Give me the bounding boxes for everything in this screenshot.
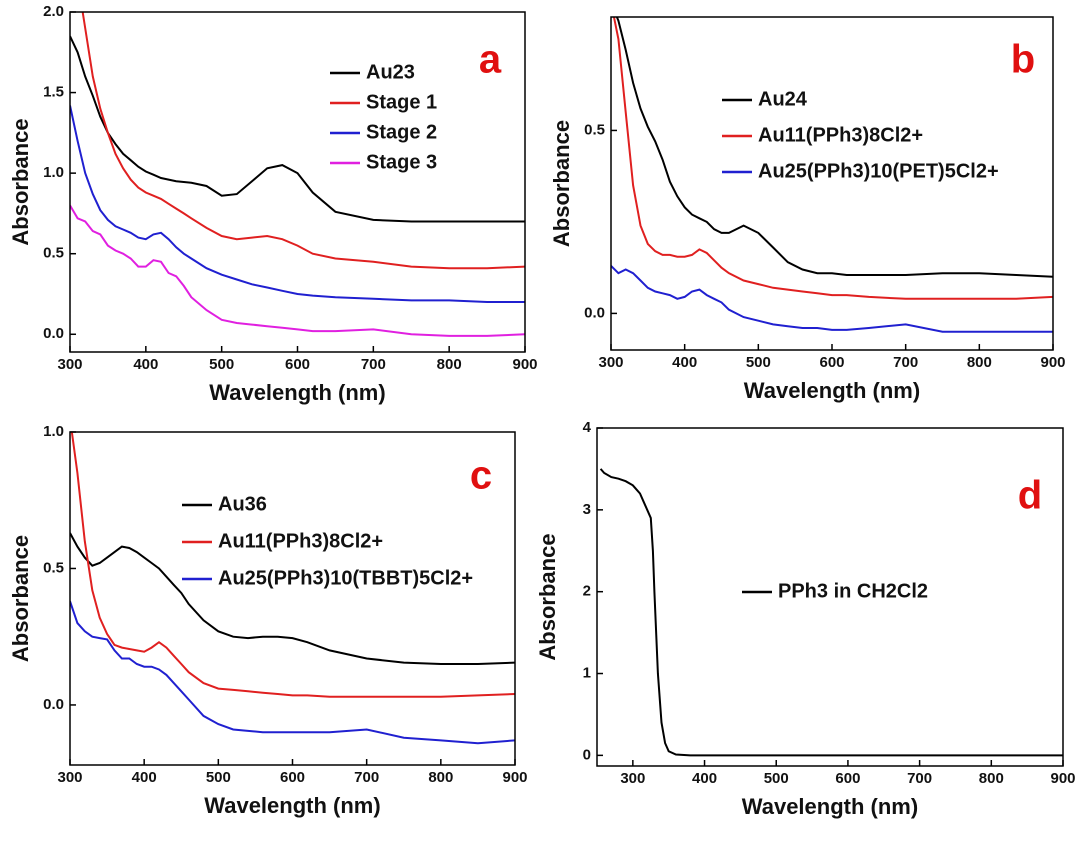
x-axis-label: Wavelength (nm): [742, 794, 918, 819]
plot-frame: [69, 11, 526, 353]
y-axis-label: Absorbance: [549, 120, 574, 247]
x-tick-label: 800: [967, 354, 992, 371]
y-tick-label: 0.0: [43, 325, 64, 342]
y-tick-label: 0.0: [584, 304, 605, 321]
legend-label: Stage 1: [366, 91, 437, 113]
series-line: [81, 12, 525, 270]
x-tick-label: 600: [835, 770, 860, 787]
x-tick-label: 900: [512, 356, 537, 373]
legend-label: Au24: [758, 88, 808, 110]
y-axis-label: Absorbance: [8, 535, 33, 662]
series-line: [70, 600, 515, 745]
y-tick-label: 2: [583, 583, 591, 600]
panel-letter: c: [470, 454, 492, 498]
y-tick-label: 0.0: [43, 696, 64, 713]
series-line: [70, 432, 515, 698]
x-tick-label: 400: [692, 770, 717, 787]
x-tick-label: 400: [672, 354, 697, 371]
plot-frame: [596, 427, 1064, 767]
x-tick-label: 800: [428, 769, 453, 786]
x-tick-label: 300: [598, 354, 623, 371]
y-tick-label: 1.5: [43, 84, 64, 101]
x-tick-label: 900: [502, 769, 527, 786]
x-axis-label: Wavelength (nm): [204, 793, 380, 818]
legend-label: Au25(PPh3)10(PET)5Cl2+: [758, 160, 999, 182]
y-tick-label: 1: [583, 664, 591, 681]
x-tick-label: 400: [133, 356, 158, 373]
x-tick-label: 800: [437, 356, 462, 373]
x-tick-label: 700: [893, 354, 918, 371]
x-tick-label: 500: [206, 769, 231, 786]
series-line: [615, 17, 1053, 278]
x-tick-label: 900: [1040, 354, 1065, 371]
x-tick-label: 500: [209, 356, 234, 373]
x-tick-label: 900: [1050, 770, 1075, 787]
y-tick-label: 0.5: [43, 245, 64, 262]
x-tick-label: 700: [354, 769, 379, 786]
legend-label: Au36: [218, 493, 267, 515]
y-tick-label: 0.5: [584, 121, 605, 138]
x-tick-label: 700: [361, 356, 386, 373]
x-axis-label: Wavelength (nm): [744, 378, 920, 403]
plot-frame: [610, 16, 1054, 351]
series-line: [599, 468, 1063, 757]
series-line: [70, 105, 525, 303]
y-tick-label: 2.0: [43, 3, 64, 20]
legend-label: Au11(PPh3)8Cl2+: [758, 124, 923, 146]
y-axis-label: Absorbance: [8, 118, 33, 245]
panel-letter: d: [1018, 474, 1042, 518]
series-line: [70, 35, 525, 223]
series-line: [70, 532, 515, 665]
plot-frame: [69, 431, 516, 766]
y-tick-label: 1.0: [43, 164, 64, 181]
x-axis-label: Wavelength (nm): [209, 380, 385, 405]
y-tick-label: 0.5: [43, 559, 64, 576]
x-tick-label: 300: [57, 356, 82, 373]
y-tick-label: 3: [583, 501, 591, 518]
y-axis-label: Absorbance: [535, 533, 560, 660]
x-tick-label: 500: [764, 770, 789, 787]
legend-label: Stage 2: [366, 121, 437, 143]
series-line: [612, 17, 1053, 300]
x-tick-label: 400: [132, 769, 157, 786]
x-tick-label: 600: [280, 769, 305, 786]
panel-letter: a: [479, 38, 502, 82]
x-tick-label: 700: [907, 770, 932, 787]
series-line: [611, 265, 1053, 333]
legend-label: Au11(PPh3)8Cl2+: [218, 530, 383, 552]
x-tick-label: 300: [57, 769, 82, 786]
x-tick-label: 800: [979, 770, 1004, 787]
legend-label: PPh3 in CH2Cl2: [778, 580, 928, 602]
x-tick-label: 600: [285, 356, 310, 373]
legend-label: Au23: [366, 61, 415, 83]
x-tick-label: 500: [746, 354, 771, 371]
legend-label: Au25(PPh3)10(TBBT)5Cl2+: [218, 567, 473, 589]
y-tick-label: 4: [583, 419, 592, 436]
x-tick-label: 300: [620, 770, 645, 787]
legend-label: Stage 3: [366, 151, 437, 173]
y-tick-label: 0: [583, 746, 591, 763]
y-tick-label: 1.0: [43, 423, 64, 440]
x-tick-label: 600: [819, 354, 844, 371]
panel-letter: b: [1011, 38, 1035, 82]
series-line: [70, 204, 525, 337]
